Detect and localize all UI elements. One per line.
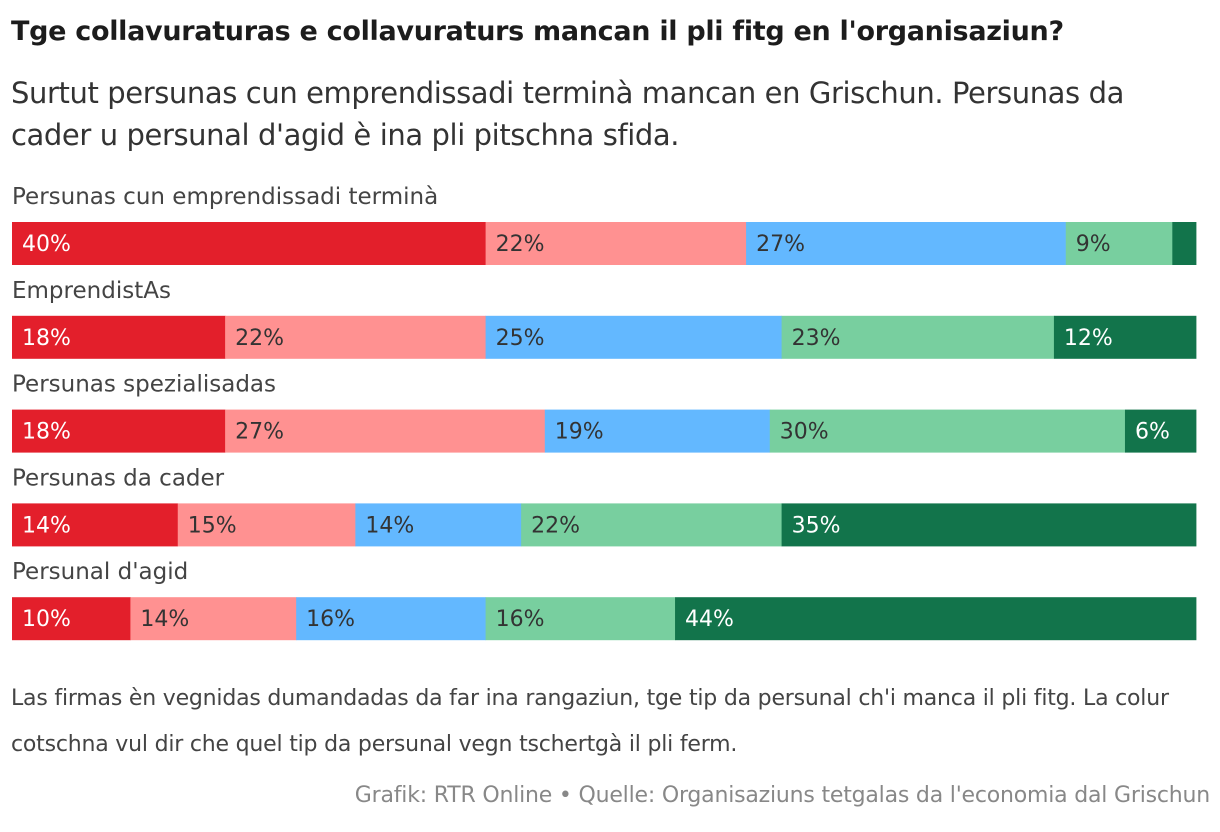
value-label: 10% [22,607,71,632]
value-label: 22% [235,326,284,351]
bar-segment [769,409,1126,453]
bar-segment [296,597,486,641]
value-label: 16% [496,607,545,632]
bar-segment [781,315,1055,359]
stacked-bar-chart: Persunas cun emprendissadi terminà 40% 22%… [12,184,1197,641]
bar-segment [355,503,522,547]
bar-segment [225,315,486,359]
bar-segment [746,222,1067,265]
bar-segment [544,409,771,453]
value-label: 18% [22,420,71,445]
value-label: 30% [780,420,829,445]
value-label: 14% [22,513,71,538]
bar-segment [521,503,782,547]
value-label: 6% [1135,420,1170,445]
value-label: 27% [756,232,805,257]
bar-segment [1053,315,1197,359]
value-label: 23% [792,326,841,351]
value-label: 40% [22,232,71,257]
value-label: 12% [1064,326,1113,351]
chart-title: Tge collavuraturas e collavuraturs manca… [11,16,1064,47]
category-label: Persunal d'agid [12,559,188,585]
bar-segment [485,315,782,359]
value-label: 27% [235,420,284,445]
value-label: 15% [188,513,237,538]
value-label: 14% [140,607,189,632]
bar-segment [485,597,676,641]
category-label: Persunas cun emprendissadi terminà [12,184,438,210]
bar-segment [12,409,226,453]
value-label: 9% [1076,232,1111,257]
bar-segment [12,222,486,265]
bar-segment [12,597,131,641]
bar-segment [12,315,226,359]
value-label: 35% [792,513,841,538]
bar-segment [225,409,546,453]
category-label: Persunas spezialisadas [12,372,276,398]
value-label: 16% [306,607,355,632]
bar-segment [781,503,1197,547]
bar-segment [1172,222,1197,265]
value-label: 22% [496,232,545,257]
value-label: 25% [496,326,545,351]
category-label: EmprendistAs [12,278,171,304]
value-label: 14% [365,513,414,538]
chart-source: Grafik: RTR Online • Quelle: Organisaziu… [354,783,1210,808]
bar-segment [177,503,356,547]
bar-segment [675,597,1197,641]
chart-subtitle: Surtut persunas cun emprendissadi termin… [11,76,1124,152]
bar-segment [1124,409,1197,453]
value-label: 19% [555,420,604,445]
bar-segment [1065,222,1173,265]
category-label: Persunas da cader [12,465,225,491]
chart-note: Las firmas èn vegnidas dumandadas da far… [11,686,1169,757]
bar-segment [12,503,179,547]
value-label: 18% [22,326,71,351]
bar-segment [130,597,297,641]
bar-segment [485,222,747,265]
value-label: 22% [531,513,580,538]
value-label: 44% [685,607,734,632]
